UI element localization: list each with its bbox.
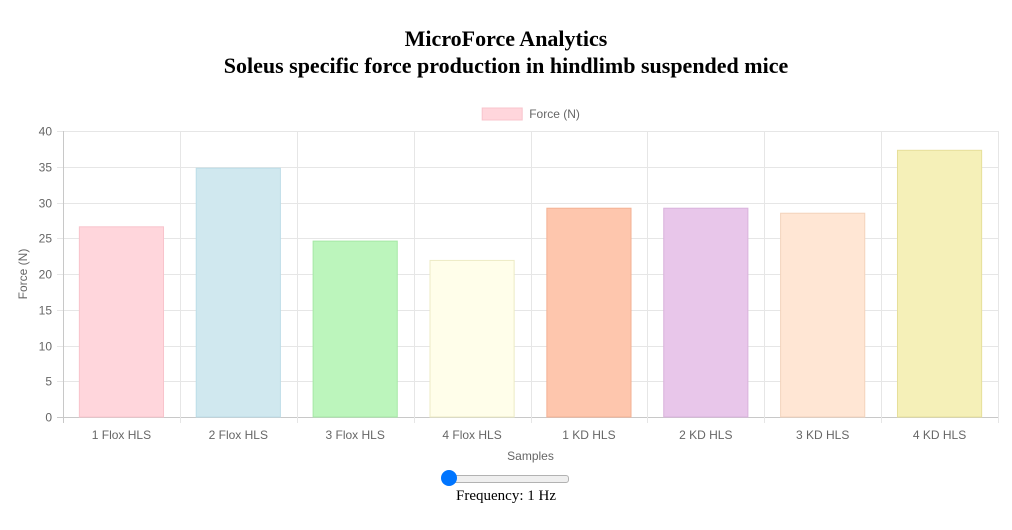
x-tick-label: 4 Flox HLS bbox=[442, 428, 501, 442]
bar[interactable] bbox=[195, 167, 281, 418]
y-tick-label: 40 bbox=[39, 125, 53, 139]
y-tick-label: 35 bbox=[39, 161, 53, 175]
frequency-slider[interactable] bbox=[441, 469, 571, 487]
bar[interactable] bbox=[78, 226, 165, 418]
x-tick-label: 2 KD HLS bbox=[679, 428, 732, 442]
slider-thumb[interactable] bbox=[441, 470, 457, 486]
chart-subtitle: Soleus specific force production in hind… bbox=[223, 53, 789, 78]
bar[interactable] bbox=[312, 240, 398, 418]
legend-swatch[interactable] bbox=[481, 107, 523, 121]
bar[interactable] bbox=[429, 259, 515, 418]
y-tick-label: 20 bbox=[39, 268, 53, 282]
x-tick-label: 4 KD HLS bbox=[913, 428, 966, 442]
y-tick-label: 10 bbox=[39, 340, 53, 354]
y-tick-label: 25 bbox=[39, 232, 53, 246]
y-tick-label: 30 bbox=[39, 197, 53, 211]
bar-chart: 0 5 10 15 20 25 30 35 40 1 Flox HLS 2 Flox HLS 3 Fl… bbox=[16, 107, 999, 463]
y-axis-title: Force (N) bbox=[16, 249, 30, 300]
y-tick-label: 0 bbox=[45, 411, 52, 425]
x-tick-label: 3 KD HLS bbox=[796, 428, 849, 442]
bar[interactable] bbox=[663, 207, 749, 418]
x-tick-label: 1 Flox HLS bbox=[92, 428, 151, 442]
y-tick-label: 5 bbox=[45, 375, 52, 389]
legend-label[interactable]: Force (N) bbox=[529, 107, 580, 121]
bar[interactable] bbox=[546, 207, 632, 418]
bar[interactable] bbox=[896, 149, 983, 418]
bar[interactable] bbox=[780, 212, 866, 418]
slider-track[interactable] bbox=[443, 475, 569, 483]
x-tick-label: 3 Flox HLS bbox=[326, 428, 385, 442]
x-tick-label: 1 KD HLS bbox=[562, 428, 615, 442]
x-axis-title: Samples bbox=[507, 449, 554, 463]
y-tick-label: 15 bbox=[39, 304, 53, 318]
frequency-label: Frequency: 1 Hz bbox=[456, 488, 556, 504]
chart-title: MicroForce Analytics bbox=[404, 26, 608, 51]
x-tick-label: 2 Flox HLS bbox=[209, 428, 268, 442]
